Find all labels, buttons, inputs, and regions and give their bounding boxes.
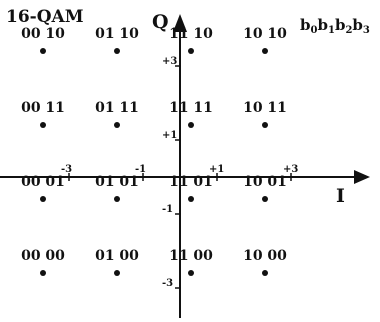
point-label: 00 00 <box>21 248 65 264</box>
constellation-point <box>262 48 268 54</box>
q-axis-arrow-icon <box>173 14 187 32</box>
constellation-point <box>114 196 120 202</box>
bit-sub-2: 2 <box>345 25 352 36</box>
bit-sub-0: 0 <box>311 25 318 36</box>
bit-b0: b <box>300 16 311 34</box>
point-label: 10 11 <box>243 100 287 116</box>
point-label: 01 10 <box>95 26 139 42</box>
x-tick-label: +1 <box>209 164 224 175</box>
point-label: 00 11 <box>21 100 65 116</box>
constellation-point <box>188 196 194 202</box>
point-label: 11 00 <box>169 248 213 264</box>
constellation-point <box>40 122 46 128</box>
constellation-point <box>262 270 268 276</box>
i-axis-label: I <box>336 185 345 207</box>
constellation-point <box>262 196 268 202</box>
constellation-point <box>40 270 46 276</box>
point-label: 11 11 <box>169 100 213 116</box>
q-axis-label: Q <box>152 11 169 33</box>
constellation-point <box>40 196 46 202</box>
point-label: 10 10 <box>243 26 287 42</box>
constellation-point <box>114 270 120 276</box>
y-tick-label: +1 <box>162 130 177 141</box>
point-label: 01 00 <box>95 248 139 264</box>
point-label: 11 01 <box>169 174 213 190</box>
i-axis-arrow-icon <box>354 170 370 184</box>
constellation-point <box>40 48 46 54</box>
bit-sub-3: 3 <box>363 25 370 36</box>
bit-b1: b <box>317 16 328 34</box>
x-tick-label: +3 <box>283 164 298 175</box>
point-label: 11 10 <box>169 26 213 42</box>
y-tick-label: -3 <box>162 278 173 289</box>
diagram-title: 16-QAM <box>6 7 84 27</box>
bit-b3: b <box>352 16 363 34</box>
constellation-points: 00 10 01 10 11 10 10 10 00 11 01 11 11 11 10 11… <box>21 26 287 276</box>
y-tick-label: +3 <box>162 56 177 67</box>
constellation-point <box>114 48 120 54</box>
point-label: 10 00 <box>243 248 287 264</box>
constellation-point <box>188 48 194 54</box>
constellation-point <box>188 122 194 128</box>
point-label: 01 01 <box>95 174 139 190</box>
point-label: 00 01 <box>21 174 65 190</box>
x-tick-label: -3 <box>61 164 72 175</box>
bit-sub-1: 1 <box>328 25 335 36</box>
constellation-point <box>188 270 194 276</box>
constellation-point <box>114 122 120 128</box>
y-tick-label: -1 <box>162 204 173 215</box>
point-label: 00 10 <box>21 26 65 42</box>
constellation-point <box>262 122 268 128</box>
bit-order-legend: b0b1b2b3 <box>300 16 370 36</box>
point-label: 01 11 <box>95 100 139 116</box>
x-tick-label: -1 <box>135 164 146 175</box>
tick-group: -3 -1 +1 +3 +3 +1 -1 -3 <box>61 56 298 289</box>
point-label: 10 01 <box>243 174 287 190</box>
bit-b2: b <box>335 16 346 34</box>
